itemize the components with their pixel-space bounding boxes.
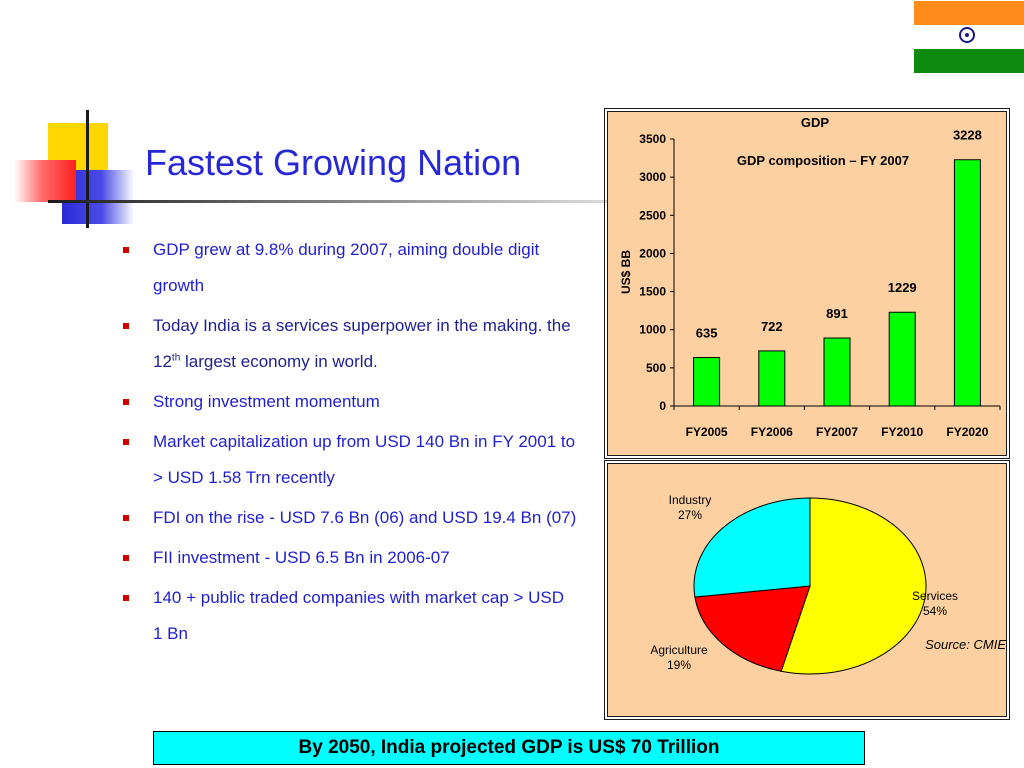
footer-banner: By 2050, India projected GDP is US$ 70 T…: [153, 731, 865, 765]
y-tick-label: 2000: [639, 246, 666, 260]
bullet-text-sup: th: [171, 352, 181, 364]
bullet-marker: [123, 515, 129, 521]
decor-vertical-line: [86, 110, 89, 228]
x-tick-label: FY2007: [816, 425, 858, 439]
gdp-composition-pie-panel: Industry 27% Services 54% Agriculture 19…: [604, 460, 1010, 720]
bar-chart-title: GDP: [801, 115, 830, 130]
pie-pct-industry: 27%: [678, 508, 702, 522]
bullet-item: 140 + public traded companies with marke…: [123, 580, 578, 652]
ashoka-chakra-icon: [959, 27, 975, 43]
bullet-item: Strong investment momentum: [123, 384, 578, 420]
x-tick-label: FY2020: [946, 425, 988, 439]
x-tick-label: FY2006: [751, 425, 793, 439]
pie-label-services: Services: [912, 589, 958, 603]
y-tick-label: 0: [659, 399, 666, 413]
bullet-marker: [123, 439, 129, 445]
bar-value-label: 722: [761, 319, 783, 334]
pie-slice-industry: [693, 497, 811, 598]
pie-slice-services: [780, 497, 927, 675]
pie-label-agriculture: Agriculture: [650, 643, 708, 657]
bullet-marker: [123, 595, 129, 601]
y-tick-label: 3000: [639, 170, 666, 184]
bullet-text: 140 + public traded companies with marke…: [153, 588, 565, 643]
bullet-marker: [123, 399, 129, 405]
gdp-bar-chart-panel: GDP GDP composition – FY 2007 US$ BB 0 50…: [604, 108, 1010, 459]
bullet-text-pre: Today India is a services superpower in …: [153, 316, 571, 371]
pie-label-industry: Industry: [669, 493, 712, 507]
bullet-item: Today India is a services superpower in …: [123, 308, 578, 380]
bullet-marker: [123, 555, 129, 561]
bullet-text: Strong investment momentum: [153, 392, 380, 411]
flag-white-band: [914, 25, 1024, 49]
pie-pct-services: 54%: [923, 604, 947, 618]
bullet-text: Market capitalization up from USD 140 Bn…: [153, 432, 576, 487]
decor-red-square: [14, 160, 76, 202]
y-tick-label: 2500: [639, 208, 666, 222]
decor-horizontal-line: [48, 200, 608, 203]
bar-value-label: 3228: [953, 128, 982, 143]
india-flag-icon: [914, 1, 1024, 73]
bullet-item: Market capitalization up from USD 140 Bn…: [123, 424, 578, 496]
bar-chart-ylabel: US$ BB: [619, 250, 633, 294]
gdp-bar-chart: GDP GDP composition – FY 2007 US$ BB 0 50…: [619, 115, 1001, 439]
gdp-composition-pie-chart: Industry 27% Services 54% Agriculture 19…: [650, 493, 1006, 675]
x-tick-label: FY2010: [881, 425, 923, 439]
y-tick-label: 500: [646, 361, 666, 375]
bullet-list: GDP grew at 9.8% during 2007, aiming dou…: [123, 232, 578, 656]
pie-slice-agriculture: [694, 585, 811, 672]
slide-title: Fastest Growing Nation: [145, 142, 522, 183]
flag-saffron-band: [914, 1, 1024, 25]
bar-value-label: 1229: [888, 280, 917, 295]
y-tick-label: 1000: [639, 323, 666, 337]
bullet-text: FII investment - USD 6.5 Bn in 2006-07: [153, 548, 450, 567]
pie-pct-agriculture: 19%: [667, 658, 691, 672]
y-tick-label: 1500: [639, 285, 666, 299]
bar-fy2007: [823, 337, 851, 407]
bullet-text: FDI on the rise - USD 7.6 Bn (06) and US…: [153, 508, 577, 527]
bar-value-label: 891: [826, 306, 848, 321]
bullet-marker: [123, 247, 129, 253]
pie-chart-title: GDP composition – FY 2007: [737, 153, 909, 168]
bar-fy2006: [758, 350, 786, 407]
bullet-item: GDP grew at 9.8% during 2007, aiming dou…: [123, 232, 578, 304]
y-tick-label: 3500: [639, 132, 666, 146]
bullet-item: FII investment - USD 6.5 Bn in 2006-07: [123, 540, 578, 576]
bar-fy2010: [888, 311, 916, 407]
bar-fy2020: [953, 159, 981, 407]
bullet-marker: [123, 323, 129, 329]
bar-value-label: 635: [696, 326, 718, 341]
flag-green-band: [914, 49, 1024, 73]
x-tick-label: FY2005: [686, 425, 728, 439]
chart-source-note: Source: CMIE: [925, 637, 1006, 652]
bullet-text: GDP grew at 9.8% during 2007, aiming dou…: [153, 240, 540, 295]
bullet-item: FDI on the rise - USD 7.6 Bn (06) and US…: [123, 500, 578, 536]
bullet-text-post: largest economy in world.: [180, 352, 378, 371]
bar-fy2005: [693, 357, 721, 407]
